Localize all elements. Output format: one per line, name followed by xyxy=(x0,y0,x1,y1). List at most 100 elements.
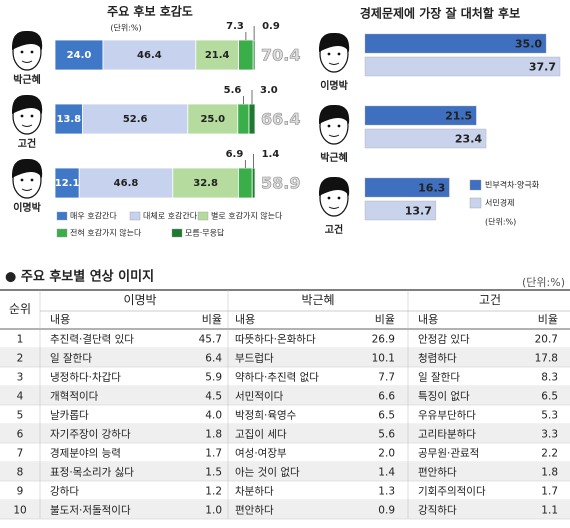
eye xyxy=(20,114,24,118)
table-cell: 개혁적이다 xyxy=(50,391,99,403)
legend-swatch xyxy=(56,211,68,221)
table-cell: 5.3 xyxy=(541,410,558,422)
value-label: 13.8 xyxy=(56,114,81,125)
eye xyxy=(20,178,24,182)
table-cell: 추진력·결단력 있다 xyxy=(50,334,134,346)
value-label: 13.7 xyxy=(405,205,432,218)
table-cell: 2.0 xyxy=(378,448,395,460)
value-label: 46.8 xyxy=(114,178,139,189)
table-subheader: 내용 xyxy=(235,313,255,326)
table-cell: 안정감 있다 xyxy=(418,334,470,346)
bar-segment xyxy=(54,103,84,135)
hair xyxy=(318,104,350,124)
category-label: 이명박 xyxy=(13,201,41,214)
table-cell: 일 잘한다 xyxy=(50,352,92,365)
hair xyxy=(318,32,350,52)
value-label: 7.3 xyxy=(226,21,244,32)
table-cell: 1.7 xyxy=(541,486,558,498)
legend-swatch xyxy=(197,211,209,221)
value-label: 23.4 xyxy=(455,133,482,146)
table-unit: (단위:%) xyxy=(522,276,565,289)
legend-swatch xyxy=(56,228,68,238)
table-cell: 6 xyxy=(17,429,24,441)
hair xyxy=(11,158,43,178)
table-cell: 1.5 xyxy=(205,467,222,479)
table-cell: 7.7 xyxy=(378,372,395,384)
mouth xyxy=(328,134,340,137)
legend-swatch xyxy=(469,179,482,191)
value-label: 25.0 xyxy=(200,114,225,125)
table-cell: 5.6 xyxy=(378,429,395,441)
table-cell: 표정·목소리가 싫다 xyxy=(50,467,134,479)
table-cell: 2 xyxy=(17,353,24,365)
total-label: 58.9 xyxy=(261,174,300,193)
table-cell: 박정희·육영수 xyxy=(235,410,297,422)
table-cell: 3.3 xyxy=(541,429,558,441)
value-label: 5.6 xyxy=(224,85,242,96)
row-shade xyxy=(0,500,570,519)
table-subheader: 비율 xyxy=(538,313,558,326)
mouth xyxy=(328,62,340,65)
candidate-portrait xyxy=(318,104,350,145)
eye xyxy=(327,196,331,200)
legend-swatch xyxy=(129,211,141,221)
table-cell: 4.5 xyxy=(205,391,222,403)
total-label: 66.4 xyxy=(261,110,300,129)
table-cell: 청렴하다 xyxy=(418,352,457,365)
table-title: ● 주요 후보별 연상 이미지 xyxy=(5,269,154,285)
table-cell: 자기주장이 강하다 xyxy=(50,428,131,441)
table-subheader: 내용 xyxy=(418,313,438,326)
table-cell: 1.8 xyxy=(205,429,222,441)
table-cell: 20.7 xyxy=(535,334,558,346)
total-label: 70.4 xyxy=(261,46,300,65)
table-cell: 여성·여장부 xyxy=(235,448,287,460)
table-header: 고건 xyxy=(479,293,501,307)
table-cell: 1 xyxy=(17,334,24,346)
table-cell: 7 xyxy=(17,448,24,460)
candidate-portrait xyxy=(318,176,350,217)
unit-label: (단위:%) xyxy=(110,23,141,33)
table-cell: 약하다·추진력 없다 xyxy=(235,371,319,384)
table-cell: 강직하다 xyxy=(418,504,457,517)
category-label: 이명박 xyxy=(320,79,348,92)
table-cell: 9 xyxy=(17,486,24,498)
bar-segment xyxy=(237,103,250,135)
table-cell: 냉정하다·차갑다 xyxy=(50,371,121,384)
table-cell: 아는 것이 없다 xyxy=(235,466,300,479)
table-cell: 10.1 xyxy=(372,353,395,365)
table-cell: 6.5 xyxy=(541,391,558,403)
table-cell: 차분하다 xyxy=(235,485,274,498)
table-header: 박근혜 xyxy=(301,293,334,307)
value-label: 52.6 xyxy=(123,114,148,125)
value-label: 12.1 xyxy=(55,178,80,189)
eye xyxy=(20,50,24,54)
chart-title: 경제문제에 가장 잘 대처할 후보 xyxy=(360,6,520,21)
candidate-portrait xyxy=(11,94,43,135)
hair xyxy=(11,94,43,114)
table-cell: 고리타분하다 xyxy=(418,428,476,441)
mouth xyxy=(21,188,33,191)
legend-label: 빈부격차·양극화 xyxy=(485,180,540,190)
value-label: 35.0 xyxy=(515,38,542,51)
table-cell: 강하다 xyxy=(50,485,79,498)
bar xyxy=(364,56,561,77)
value-label: 37.7 xyxy=(529,61,556,74)
row-shade xyxy=(0,462,570,481)
bar-segment xyxy=(248,103,256,135)
bar xyxy=(364,128,487,149)
value-label: 16.3 xyxy=(418,182,445,195)
table-subheader: 비율 xyxy=(202,313,222,326)
table-cell: 날카롭다 xyxy=(50,410,89,422)
eye xyxy=(30,50,34,54)
bar-segment xyxy=(237,167,253,199)
table-cell: 1.2 xyxy=(205,486,222,498)
eye xyxy=(337,124,341,128)
table-cell: 1.1 xyxy=(541,505,558,517)
table-cell: 5 xyxy=(17,410,24,422)
table-header: 순위 xyxy=(9,302,31,316)
mouth xyxy=(21,60,33,63)
table-cell: 10 xyxy=(13,505,26,517)
bar-segment xyxy=(238,39,254,71)
category-label: 고건 xyxy=(325,223,343,236)
